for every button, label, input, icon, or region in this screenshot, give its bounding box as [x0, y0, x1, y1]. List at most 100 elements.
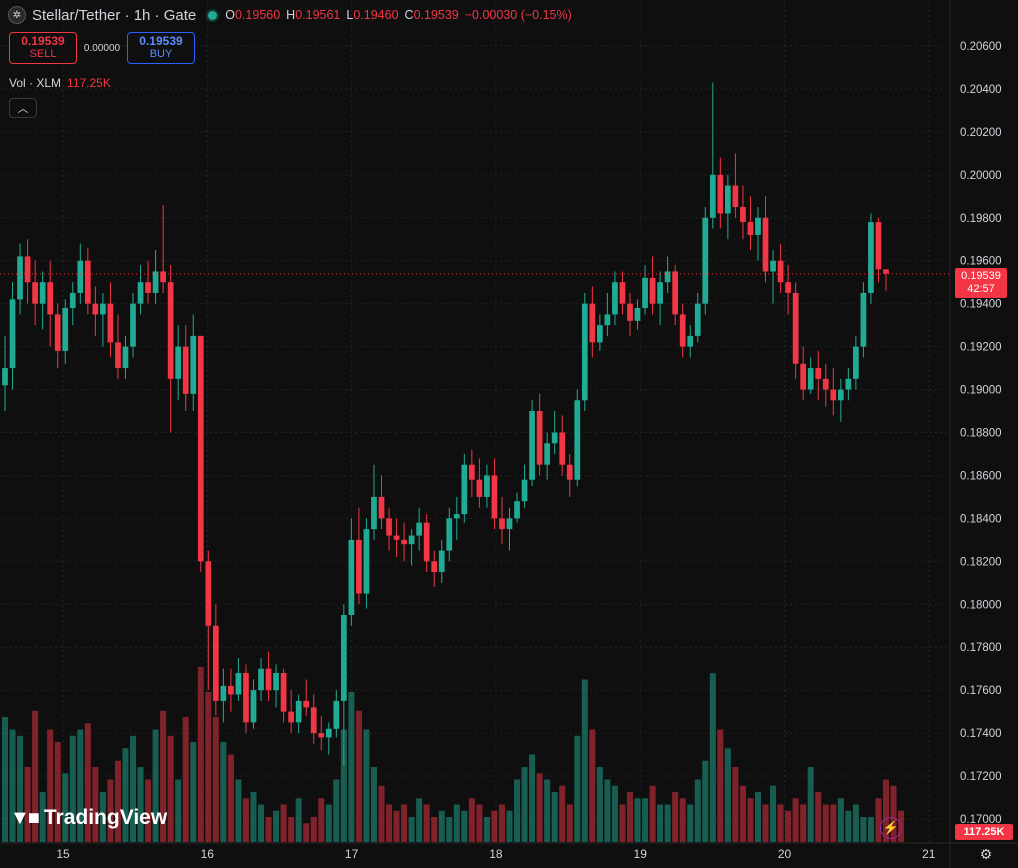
volume-bar — [830, 804, 837, 842]
spread-value: 0.00000 — [83, 42, 121, 54]
candle-body — [559, 432, 566, 465]
candle-body — [506, 518, 513, 530]
volume-bar — [32, 710, 39, 842]
candle-body — [725, 185, 731, 214]
ohlc-value-1: 0.19561 — [295, 8, 341, 22]
market-status-dot — [208, 10, 218, 20]
volume-bar — [589, 729, 596, 842]
candle-body — [777, 260, 784, 283]
volume-bar — [416, 798, 423, 842]
collapse-button[interactable]: ︿ — [9, 98, 37, 118]
y-tick-label: 0.19600 — [960, 256, 1002, 268]
candle-body — [190, 335, 197, 394]
candle-body — [363, 529, 370, 594]
x-tick-label: 15 — [56, 847, 70, 861]
candle-body — [740, 207, 746, 223]
buy-button[interactable]: 0.19539 BUY — [127, 32, 195, 64]
volume-bar — [770, 785, 777, 842]
candle-body — [243, 672, 249, 723]
volume-bar — [792, 798, 799, 842]
volume-bar — [333, 779, 340, 842]
volume-bar — [182, 717, 189, 842]
candle-body — [694, 303, 701, 336]
candle-body — [589, 303, 596, 343]
y-tick-label: 0.20400 — [960, 84, 1002, 96]
volume-bar — [453, 804, 460, 842]
volume-bar — [197, 667, 204, 842]
volume-bar — [227, 754, 234, 842]
candle-body — [837, 389, 844, 401]
y-tick-label: 0.17400 — [960, 728, 1002, 740]
lightning-icon[interactable]: ⚡ — [880, 817, 902, 839]
candle-body — [122, 346, 129, 369]
candle-body — [845, 378, 852, 390]
candle-body — [258, 668, 264, 691]
candle-body — [32, 282, 38, 304]
volume-bar — [657, 804, 664, 842]
volume-bar — [303, 823, 310, 842]
candle-body — [107, 303, 114, 343]
volume-bar — [1, 717, 9, 842]
volume-bar — [280, 804, 287, 842]
volume-bar — [318, 798, 325, 842]
candle-body — [295, 700, 302, 723]
candle-body — [883, 269, 889, 274]
volume-bar — [529, 754, 536, 842]
volume-bar — [54, 742, 61, 842]
candle-body — [160, 271, 166, 283]
volume-bar — [122, 748, 129, 842]
volume-bar — [145, 779, 152, 842]
candle-body — [408, 535, 415, 545]
candle-body — [484, 475, 490, 497]
candle-body — [212, 625, 219, 701]
candle-body — [755, 217, 761, 235]
candle-body — [544, 443, 551, 465]
volume-bar — [137, 767, 144, 842]
candle-body — [175, 346, 182, 379]
x-tick-label: 16 — [201, 847, 215, 861]
volume-bar — [273, 810, 280, 842]
volume-bar — [310, 817, 317, 842]
volume-bar — [423, 804, 430, 842]
volume-bar — [250, 792, 257, 842]
tv-logo-icon: ▼■ — [10, 806, 40, 829]
volume-bar — [69, 735, 76, 842]
ohlc-key-1: H — [286, 8, 296, 22]
volume-bar — [604, 779, 611, 842]
volume-bar — [393, 810, 400, 842]
settings-icon[interactable]: ⚙ — [979, 845, 993, 862]
volume-bar — [619, 804, 626, 842]
candle-body — [619, 282, 626, 304]
candle-body — [551, 432, 558, 444]
candle-body — [642, 277, 648, 308]
trade-panel: 0.19539 SELL 0.00000 0.19539 BUY — [9, 32, 195, 64]
candle-body — [371, 496, 377, 530]
volume-bar — [709, 673, 716, 842]
ohlc-key-0: O — [225, 8, 235, 22]
tradingview-logo[interactable]: ▼■ TradingView — [10, 806, 167, 830]
candle-body — [687, 335, 694, 347]
volume-bar — [777, 804, 784, 842]
y-tick-label: 0.17800 — [960, 642, 1002, 654]
symbol-title[interactable]: Stellar/Tether · 1h · Gate — [32, 6, 197, 24]
last-price: 0.19539 — [961, 270, 1001, 282]
volume-bar — [506, 810, 513, 842]
x-tick-label: 18 — [489, 847, 503, 861]
volume-bar — [747, 798, 754, 842]
candle-body — [717, 174, 724, 214]
volume-bar — [852, 804, 859, 842]
volume-bar — [325, 804, 332, 842]
candle-body — [152, 271, 159, 293]
candle-body — [649, 277, 656, 304]
volume-bar — [815, 792, 822, 842]
candle-body — [664, 271, 671, 283]
volume-bar — [875, 798, 882, 842]
volume-legend: Vol · XLM 117.25K — [9, 76, 111, 90]
candle-body — [288, 711, 294, 723]
candle-body — [453, 514, 460, 519]
candle-body — [800, 363, 807, 390]
sell-button[interactable]: 0.19539 SELL — [9, 32, 77, 64]
volume-bar — [800, 804, 807, 842]
volume-bar — [807, 767, 814, 842]
